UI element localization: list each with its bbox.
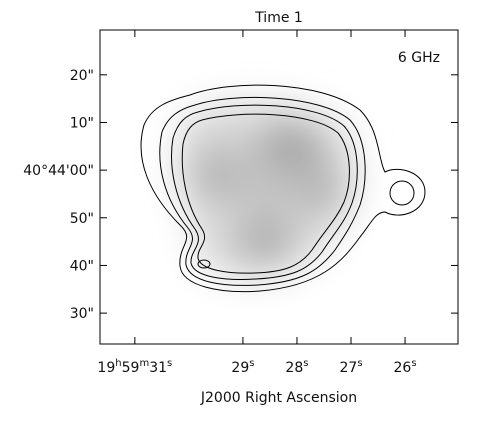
frequency-label: 6 GHz [398, 50, 440, 66]
frame [99, 29, 459, 345]
y-tick-label: 50" [70, 211, 94, 227]
y-tick-label: 40" [70, 258, 94, 274]
x-tick-label: 27s [339, 358, 362, 376]
y-tick-label: 40°44'00" [23, 163, 94, 179]
y-tick-label: 10" [70, 115, 94, 131]
emission-image [177, 101, 357, 279]
y-tick-label: 20" [70, 68, 94, 84]
chart-title: Time 1 [254, 10, 303, 26]
y-tick-label: 30" [70, 306, 94, 322]
contours [140, 84, 426, 293]
x-tick-label: 19h59m31s [97, 358, 172, 376]
x-tick-label: 26s [394, 358, 417, 376]
x-tick-label: 28s [285, 358, 308, 376]
x-tick-label: 29s [231, 358, 254, 376]
x-axis-label: J2000 Right Ascension [200, 390, 357, 406]
